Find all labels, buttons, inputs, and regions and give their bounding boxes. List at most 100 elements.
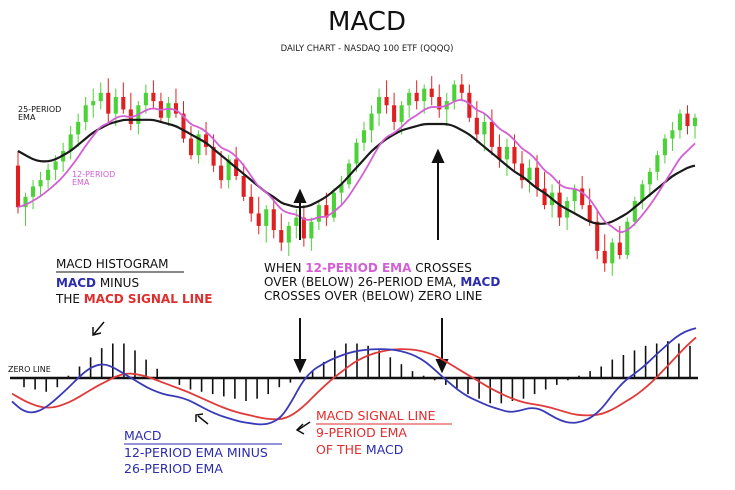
candle	[422, 84, 427, 114]
candle-body	[369, 113, 374, 131]
candle-body	[309, 221, 314, 239]
candle	[211, 134, 216, 172]
candle	[136, 101, 141, 135]
candle-body	[602, 250, 607, 264]
candle-body	[527, 167, 532, 181]
signal-label-line2: 9-PERIOD EMA	[316, 425, 407, 440]
chart-subtitle: DAILY CHART - NASDAQ 100 ETF (QQQQ)	[281, 44, 454, 54]
candle	[429, 76, 434, 106]
candle-body	[677, 113, 683, 131]
candle-body	[452, 84, 457, 102]
candle-body	[113, 96, 118, 114]
signal-label-macd: MACD	[366, 442, 403, 457]
candle-body	[294, 217, 299, 226]
candle-body	[587, 205, 592, 222]
candle-body	[256, 213, 261, 226]
candle-body	[474, 117, 479, 135]
candle	[692, 113, 698, 139]
macd-label-line3: 26-PERIOD EMA	[124, 461, 223, 476]
candle	[361, 121, 367, 152]
candle	[61, 142, 66, 172]
candle-body	[196, 134, 201, 156]
candle-body	[279, 230, 284, 243]
ema12-label-line2: EMA	[72, 178, 90, 187]
candle	[519, 151, 525, 189]
crossover-note-line1: WHEN 12-PERIOD EMA CROSSES	[264, 261, 472, 275]
candle	[384, 80, 389, 114]
histogram-note-bg	[52, 250, 238, 310]
candle-body	[23, 196, 28, 208]
candle-body	[346, 163, 352, 185]
candle-body	[662, 138, 667, 156]
candle-body	[617, 242, 622, 256]
histogram-note-line3: THE MACD SIGNAL LINE	[55, 292, 212, 306]
candle-body	[188, 138, 194, 156]
candle	[324, 192, 329, 226]
macd-label-line2: 12-PERIOD EMA MINUS	[124, 445, 268, 460]
signal-label-of: OF THE	[316, 442, 366, 457]
candle	[219, 151, 224, 189]
candle-body	[384, 96, 389, 106]
candle-body	[572, 188, 577, 201]
candle-body	[632, 200, 637, 222]
candle-body	[339, 184, 344, 193]
candle-body	[595, 221, 600, 251]
candle-body	[685, 113, 690, 127]
candle	[647, 167, 652, 197]
candle-body	[534, 167, 540, 189]
arrows	[92, 148, 449, 435]
candle-body	[271, 209, 276, 231]
candle	[527, 159, 532, 193]
candle	[98, 82, 103, 110]
candle	[602, 234, 607, 272]
crossover-note-bg	[258, 256, 526, 304]
candle	[685, 105, 690, 135]
candle	[640, 180, 645, 210]
crossover-note-when: WHEN	[264, 261, 305, 275]
ema25-label-line2: EMA	[18, 113, 36, 122]
arrow-signal-head	[295, 423, 305, 435]
candle	[595, 209, 600, 260]
candle-body	[76, 121, 81, 135]
candle	[662, 134, 667, 164]
candle-body	[467, 92, 472, 118]
candle-body	[512, 146, 517, 164]
ema12-line	[17, 99, 696, 233]
candle-body	[655, 155, 660, 172]
candle	[399, 101, 404, 135]
candle	[15, 151, 21, 214]
candle-body	[504, 146, 509, 160]
candle-body	[519, 163, 525, 181]
candle-body	[489, 121, 494, 147]
candle	[188, 126, 194, 160]
candle-body	[15, 165, 21, 208]
candle-body	[670, 130, 675, 139]
crossover-note-line2: OVER (BELOW) 26-PERIOD EMA, MACD	[264, 275, 500, 289]
candle	[158, 92, 163, 122]
candle-body	[324, 205, 329, 218]
candle	[76, 113, 81, 147]
crossover-note-over: OVER (BELOW) 26-PERIOD EMA,	[264, 275, 460, 289]
candle-body	[38, 180, 43, 187]
zero-line-label: ZERO LINE	[8, 365, 51, 374]
ema25-label-line1: 25-PERIOD	[18, 105, 61, 114]
histogram-note-macd: MACD	[56, 276, 96, 290]
arrow-histogram-shaft	[93, 321, 105, 335]
candle	[23, 192, 28, 226]
candle-body	[392, 105, 397, 122]
candle-body	[354, 142, 359, 164]
candle-body	[482, 121, 487, 135]
candle-body	[692, 117, 698, 127]
arrow-down-left-head	[293, 359, 307, 374]
candle-body	[181, 113, 186, 139]
candle	[542, 171, 547, 210]
candle	[316, 200, 321, 231]
histogram-note-title: MACD HISTOGRAM	[56, 257, 168, 271]
candle-body	[83, 105, 88, 122]
candle-body	[143, 92, 148, 106]
candle-body	[106, 92, 111, 114]
candle	[459, 74, 464, 102]
arrow-macd-shaft	[197, 415, 209, 425]
candle	[369, 105, 374, 143]
candle	[346, 159, 352, 189]
